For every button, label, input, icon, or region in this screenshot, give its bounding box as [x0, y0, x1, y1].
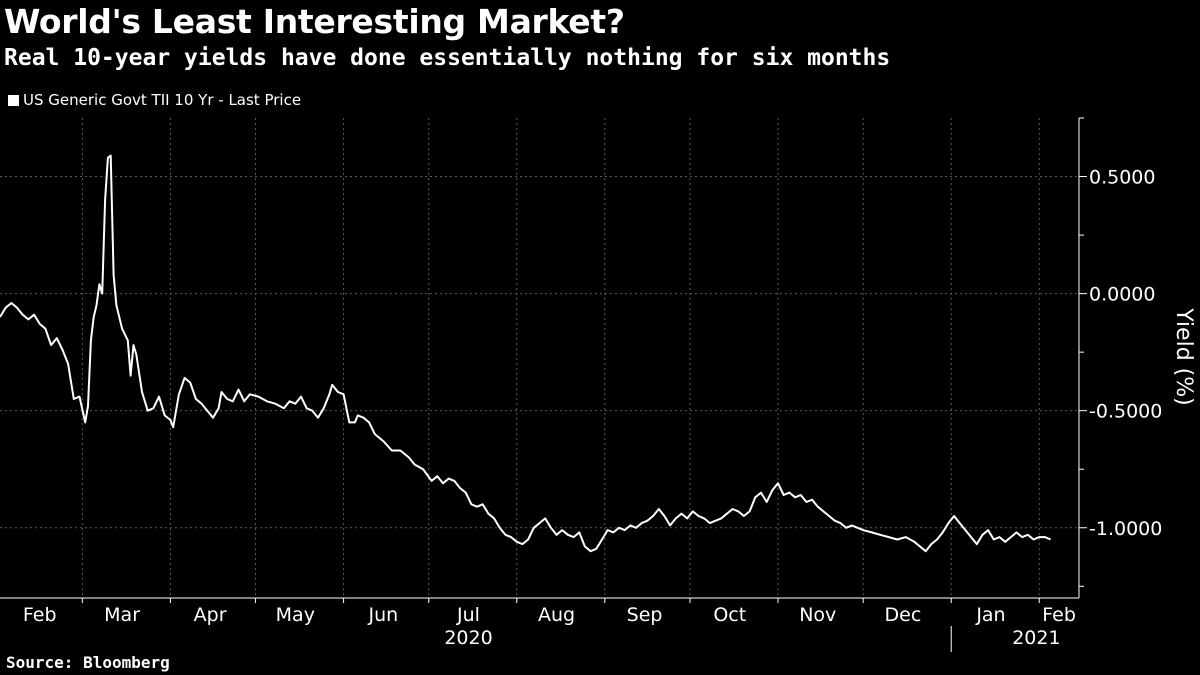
series-layer: [0, 154, 1051, 553]
y-axis-title: Yield (%): [1171, 307, 1196, 405]
y-tick-label: -0.5000: [1089, 401, 1162, 423]
grid: [0, 118, 1079, 598]
x-tick-label: Feb: [23, 604, 57, 626]
chart-title: World's Least Interesting Market?: [4, 2, 625, 41]
x-tick-label: Feb: [1042, 604, 1076, 626]
x-tick-label: Sep: [627, 604, 663, 626]
x-tick-label: Dec: [885, 604, 922, 626]
x-tick-label: Apr: [194, 604, 227, 626]
x-tick-label: Aug: [538, 604, 575, 626]
axes: 0.5000 0.0000 -0.5000 -1.0000 Feb Mar Apr May Ju…: [0, 117, 1162, 652]
y-tick-label: 0.0000: [1089, 284, 1155, 306]
legend: US Generic Govt TII 10 Yr - Last Price: [8, 91, 301, 109]
y-tick-label: 0.5000: [1089, 167, 1155, 189]
y-tick-label: -1.0000: [1089, 518, 1162, 540]
series-line: [0, 154, 1051, 553]
source-note: Source: Bloomberg: [6, 653, 170, 672]
x-year-label: 2021: [1012, 627, 1060, 649]
x-tick-label: Jan: [975, 604, 1005, 626]
x-year-label: 2020: [444, 627, 492, 649]
x-tick-label: May: [276, 604, 315, 626]
legend-swatch: [8, 94, 19, 106]
legend-label: US Generic Govt TII 10 Yr - Last Price: [23, 91, 302, 109]
x-tick-label: Mar: [104, 604, 140, 626]
x-tick-label: Oct: [713, 604, 746, 626]
chart-subtitle: Real 10-year yields have done essentiall…: [4, 45, 891, 71]
x-tick-label: Jun: [367, 604, 398, 626]
x-tick-label: Nov: [799, 604, 836, 626]
x-tick-label: Jul: [456, 604, 480, 626]
